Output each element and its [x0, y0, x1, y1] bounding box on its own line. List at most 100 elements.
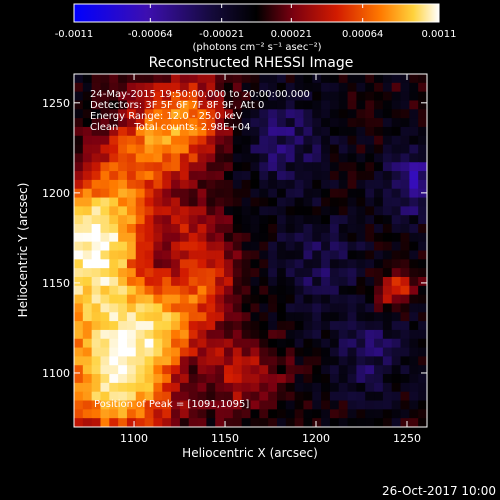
heatmap-cell	[74, 418, 84, 427]
heatmap-cell	[224, 391, 234, 402]
heatmap-cell	[382, 215, 393, 225]
heatmap-cell	[312, 241, 322, 252]
heatmap-cell	[197, 312, 207, 322]
heatmap-cell	[259, 338, 269, 349]
heatmap-cell	[347, 374, 357, 384]
heatmap-cell	[109, 374, 119, 384]
heatmap-cell	[162, 312, 172, 322]
heatmap-cell	[126, 232, 137, 243]
heatmap-cell	[382, 259, 393, 269]
heatmap-cell	[418, 409, 427, 419]
heatmap-cell	[224, 171, 234, 181]
heatmap-cell	[232, 285, 243, 296]
heatmap-cell	[418, 276, 427, 287]
heatmap-cell	[356, 179, 366, 190]
heatmap-cell	[215, 188, 225, 199]
heatmap-cell	[118, 224, 128, 234]
heatmap-cell	[206, 171, 216, 181]
heatmap-cell	[91, 206, 102, 216]
heatmap-cell	[312, 347, 322, 357]
heatmap-cell	[109, 303, 119, 313]
heatmap-cell	[179, 118, 190, 128]
heatmap-cell	[409, 232, 419, 243]
heatmap-cell	[232, 276, 243, 287]
heatmap-cell	[74, 259, 84, 269]
heatmap-cell	[144, 303, 155, 313]
heatmap-cell	[232, 188, 243, 199]
heatmap-cell	[356, 338, 366, 349]
heatmap-cell	[144, 268, 155, 278]
heatmap-cell	[100, 197, 110, 207]
heatmap-cell	[409, 162, 419, 172]
heatmap-cell	[197, 268, 207, 278]
heatmap-cell	[153, 285, 163, 296]
heatmap-cell	[215, 215, 225, 225]
heatmap-cell	[250, 329, 260, 340]
heatmap-cell	[224, 197, 234, 207]
heatmap-cell	[197, 276, 207, 287]
info-line-time: 24-May-2015 19:50:00.000 to 20:00:00.000	[90, 89, 310, 100]
heatmap-cell	[268, 241, 278, 252]
heatmap-cell	[400, 347, 410, 357]
heatmap-cell	[276, 374, 287, 384]
heatmap-cell	[382, 197, 393, 207]
heatmap-cell	[206, 303, 216, 313]
heatmap-cell	[294, 259, 305, 269]
heatmap-cell	[285, 144, 296, 155]
heatmap-cell	[179, 268, 190, 278]
heatmap-cell	[91, 312, 102, 322]
heatmap-cell	[374, 206, 384, 216]
heatmap-cell	[135, 338, 146, 349]
heatmap-cell	[144, 206, 155, 216]
heatmap-cell	[179, 144, 190, 155]
heatmap-cell	[171, 276, 181, 287]
heatmap-cell	[74, 329, 84, 340]
heatmap-cell	[206, 391, 216, 402]
heatmap-cell	[418, 153, 427, 163]
heatmap-cell	[418, 232, 427, 243]
heatmap-cell	[91, 82, 102, 93]
heatmap-cell	[418, 74, 427, 84]
heatmap-cell	[162, 109, 172, 119]
heatmap-cell	[321, 100, 331, 110]
heatmap-cell	[144, 374, 155, 384]
heatmap-cell	[329, 91, 340, 102]
heatmap-cell	[118, 91, 128, 102]
info-line-energy: Energy Range: 12.0 - 25.0 keV	[90, 111, 243, 122]
heatmap-cell	[162, 232, 172, 243]
heatmap-cell	[215, 179, 225, 190]
heatmap-cell	[365, 100, 375, 110]
heatmap-cell	[82, 241, 93, 252]
heatmap-cell	[224, 409, 234, 419]
heatmap-cell	[206, 285, 216, 296]
heatmap-cell	[215, 118, 225, 128]
heatmap-cell	[91, 400, 102, 410]
heatmap-cell	[100, 338, 110, 349]
heatmap-cell	[153, 329, 163, 340]
heatmap-cell	[197, 224, 207, 234]
heatmap-cell	[303, 91, 313, 102]
heatmap-cell	[374, 285, 384, 296]
heatmap-cell	[391, 259, 402, 269]
heatmap-cell	[365, 179, 375, 190]
heatmap-cell	[215, 391, 225, 402]
heatmap-cell	[303, 153, 313, 163]
heatmap-cell	[259, 276, 269, 287]
heatmap-cell	[241, 241, 252, 252]
heatmap-cell	[382, 126, 393, 137]
heatmap-cell	[118, 294, 128, 305]
heatmap-cell	[215, 294, 225, 305]
heatmap-cell	[250, 409, 260, 419]
heatmap-cell	[329, 347, 340, 357]
heatmap-cell	[241, 100, 252, 110]
heatmap-cell	[268, 100, 278, 110]
heatmap-cell	[188, 276, 199, 287]
heatmap-cell	[74, 303, 84, 313]
heatmap-cell	[418, 100, 427, 110]
heatmap-cell	[91, 197, 102, 207]
colorbar-ticks: -0.0011 -0.00064 -0.00021 0.00021 0.00064 0.0…	[55, 4, 457, 40]
heatmap-cell	[329, 321, 340, 331]
heatmap-cell	[162, 162, 172, 172]
heatmap-cell	[250, 374, 260, 384]
heatmap-cell	[276, 418, 287, 427]
